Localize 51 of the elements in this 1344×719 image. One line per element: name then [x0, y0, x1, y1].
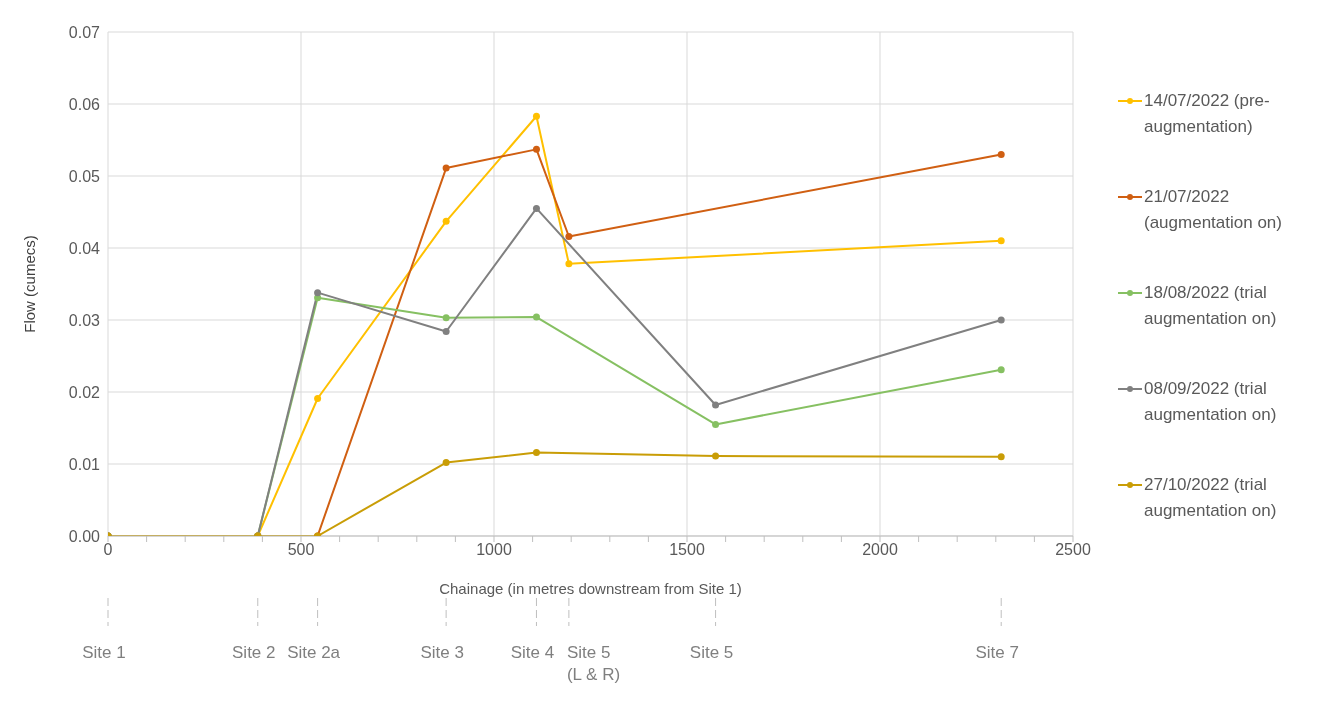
point: [442, 328, 450, 336]
y-tick-label: 0.06: [68, 95, 101, 113]
legend-label: 18/08/2022 (trial augmentation on): [1144, 282, 1278, 330]
point: [532, 145, 540, 153]
point: [442, 314, 450, 322]
point: [997, 453, 1005, 461]
ref-line-label: Site 2: [232, 643, 276, 662]
ref-line-label: Site 5 (L & R): [566, 643, 621, 684]
x-tick-label: 1000: [476, 541, 512, 559]
legend-label: 14/07/2022 (pre-augmentation): [1144, 90, 1271, 138]
x-tick-label: 1500: [669, 541, 705, 559]
point: [997, 366, 1005, 374]
point: [314, 289, 322, 297]
point: [712, 401, 720, 409]
x-tick-label: 500: [287, 541, 315, 559]
y-tick-label: 0.01: [68, 455, 101, 473]
point: [712, 452, 720, 460]
point: [314, 394, 322, 402]
ref-line-label: Site 2a: [287, 643, 341, 662]
legend-label: 27/10/2022 (trial augmentation on): [1144, 474, 1278, 522]
y-tick-label: 0.02: [68, 383, 101, 401]
point: [565, 232, 573, 240]
y-axis-title: Flow (cumecs): [21, 235, 39, 333]
x-tick-label: 2000: [862, 541, 898, 559]
point: [442, 217, 450, 225]
ref-line-label: Site 7: [975, 643, 1019, 662]
point: [442, 459, 450, 467]
legend-label: 08/09/2022 (trial augmentation on): [1144, 378, 1278, 426]
ref-line-label: Site 5: [689, 643, 734, 662]
point: [532, 204, 540, 212]
y-tick-label: 0.04: [68, 239, 101, 257]
x-axis-title: Chainage (in metres downstream from Site 1): [439, 580, 742, 597]
y-tick-label: 0.07: [68, 23, 101, 41]
point: [712, 420, 720, 428]
x-tick-label: 0: [103, 541, 113, 559]
point: [997, 237, 1005, 245]
point: [532, 448, 540, 456]
y-tick-label: 0.03: [68, 311, 101, 329]
point: [442, 164, 450, 172]
point: [565, 260, 573, 268]
point: [997, 316, 1005, 324]
ref-line-label: Site 4: [510, 643, 555, 662]
legend-label: 21/07/2022 (augmentation on): [1144, 186, 1283, 234]
point: [997, 150, 1005, 158]
point: [532, 313, 540, 321]
y-tick-label: 0.05: [68, 167, 101, 185]
y-tick-label: 0.00: [68, 527, 101, 545]
point: [532, 112, 540, 120]
ref-line-label: Site 1: [82, 643, 126, 662]
x-tick-label: 2500: [1055, 541, 1091, 559]
ref-line-label: Site 3: [420, 643, 464, 662]
